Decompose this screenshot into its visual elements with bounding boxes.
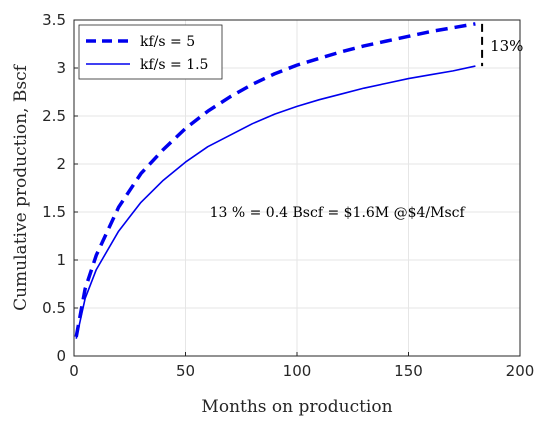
ticks <box>73 19 521 357</box>
difference-bracket-label: 13% <box>490 37 523 55</box>
legend-box <box>78 24 223 80</box>
x-axis-label: Months on production <box>201 397 392 417</box>
y-tick-label: 2 <box>56 155 66 173</box>
y-tick-label: 2.5 <box>42 107 66 125</box>
y-tick-label: 3 <box>56 59 66 77</box>
x-tick-label: 200 <box>506 362 535 380</box>
grid <box>73 19 521 357</box>
series-line-kf-s-1-5 <box>75 65 476 339</box>
series-line-kf-s-5 <box>74 22 476 338</box>
x-tick-label: 50 <box>176 362 195 380</box>
legend: kf/s = 5 kf/s = 1.5 <box>78 24 223 80</box>
y-tick-label: 0 <box>56 347 66 365</box>
tick-labels: 0 50 100 150 200 0 0.5 1 1.5 2 2.5 3 3.5 <box>42 11 534 380</box>
y-axis-label: Cumulative production, Bscf <box>11 63 31 311</box>
x-tick-label: 0 <box>69 362 79 380</box>
y-tick-label: 1 <box>56 251 66 269</box>
legend-label-kf-s-5: kf/s = 5 <box>140 34 195 50</box>
legend-label-kf-s-1-5: kf/s = 1.5 <box>140 57 208 73</box>
series-layer <box>74 22 476 339</box>
x-tick-label: 100 <box>283 362 312 380</box>
savings-annotation: 13 % = 0.4 Bscf = $1.6M @$4/Mscf <box>210 205 467 221</box>
x-tick-label: 150 <box>394 362 423 380</box>
y-tick-label: 1.5 <box>42 203 66 221</box>
y-tick-label: 0.5 <box>42 299 66 317</box>
y-tick-label: 3.5 <box>42 11 66 29</box>
